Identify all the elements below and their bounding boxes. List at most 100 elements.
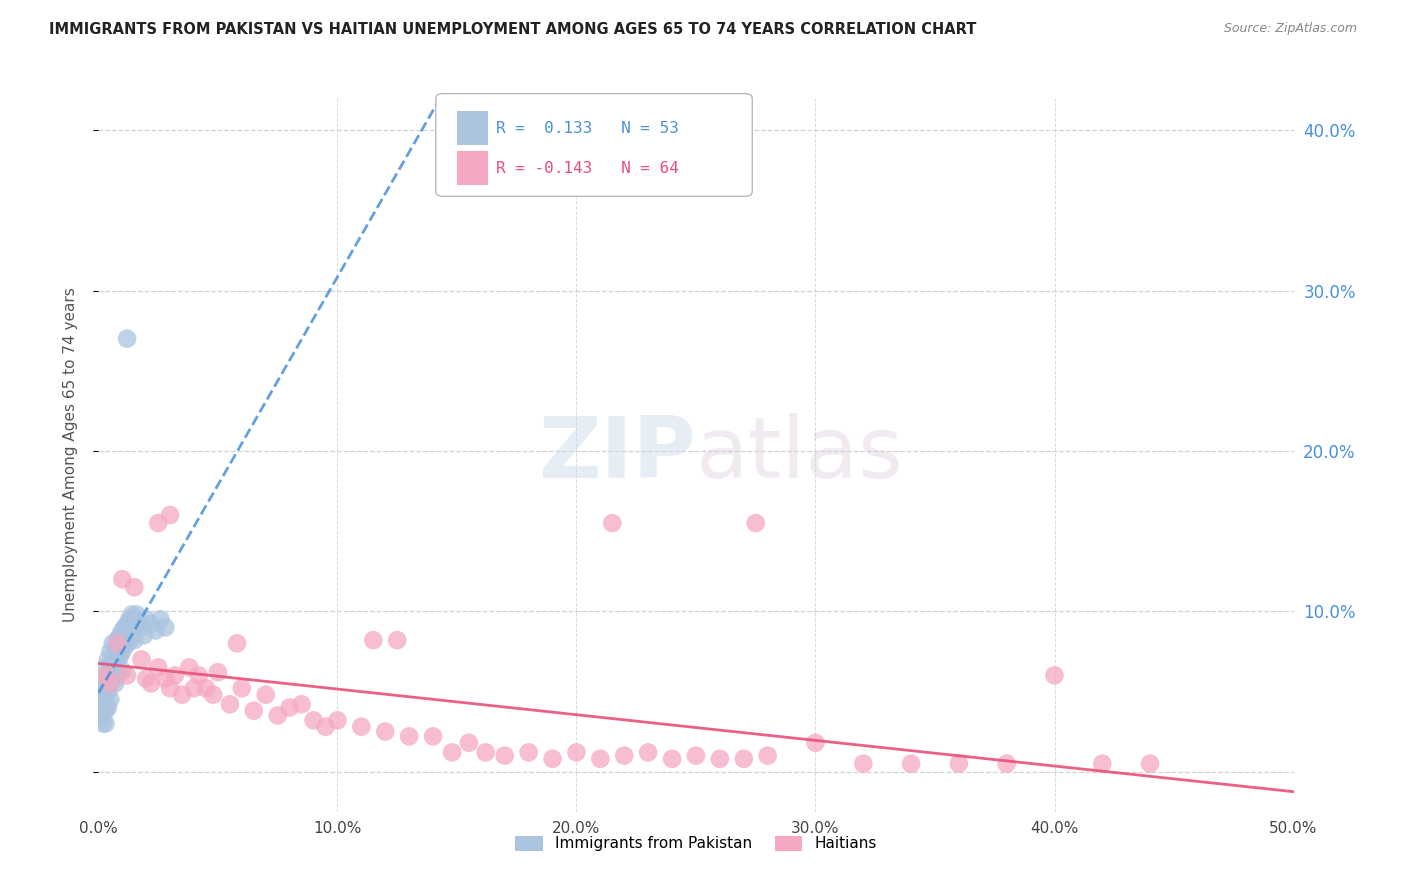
Point bbox=[494, 748, 516, 763]
Point bbox=[302, 714, 325, 728]
Point bbox=[114, 620, 136, 634]
Point bbox=[148, 660, 170, 674]
Point bbox=[422, 730, 444, 744]
Point bbox=[101, 636, 124, 650]
Point bbox=[202, 688, 225, 702]
Point bbox=[107, 668, 129, 682]
Point bbox=[94, 676, 117, 690]
Point bbox=[111, 644, 134, 658]
Point bbox=[97, 652, 120, 666]
Point bbox=[155, 672, 177, 686]
Point bbox=[121, 607, 143, 622]
Point bbox=[91, 688, 114, 702]
Y-axis label: Unemployment Among Ages 65 to 74 years: Unemployment Among Ages 65 to 74 years bbox=[63, 287, 77, 623]
Point bbox=[118, 612, 141, 626]
Point bbox=[187, 668, 209, 682]
Point bbox=[172, 688, 194, 702]
Point bbox=[602, 516, 624, 530]
Point bbox=[374, 724, 396, 739]
Point bbox=[745, 516, 768, 530]
Point bbox=[135, 612, 157, 626]
Point bbox=[101, 672, 124, 686]
Text: R = -0.143   N = 64: R = -0.143 N = 64 bbox=[496, 161, 679, 176]
Point bbox=[97, 684, 120, 698]
Point bbox=[94, 668, 117, 682]
Point bbox=[139, 676, 162, 690]
Point bbox=[94, 692, 117, 706]
Point bbox=[541, 752, 564, 766]
Point bbox=[128, 617, 150, 632]
Point bbox=[458, 736, 481, 750]
Point bbox=[139, 617, 162, 632]
Point bbox=[517, 745, 540, 759]
Point bbox=[207, 665, 229, 680]
Point bbox=[115, 668, 138, 682]
Point bbox=[98, 644, 122, 658]
Point bbox=[613, 748, 636, 763]
Point bbox=[148, 516, 170, 530]
Point bbox=[107, 633, 129, 648]
Point bbox=[733, 752, 755, 766]
Point bbox=[852, 756, 875, 771]
Point bbox=[97, 668, 120, 682]
Point bbox=[385, 633, 409, 648]
Point bbox=[756, 748, 779, 763]
Point bbox=[90, 684, 112, 698]
Point bbox=[350, 720, 373, 734]
Point bbox=[243, 704, 266, 718]
Point bbox=[98, 660, 122, 674]
Point bbox=[995, 756, 1018, 771]
Point bbox=[267, 708, 290, 723]
Legend: Immigrants from Pakistan, Haitians: Immigrants from Pakistan, Haitians bbox=[509, 830, 883, 857]
Point bbox=[637, 745, 659, 759]
Point bbox=[94, 704, 117, 718]
Point bbox=[589, 752, 612, 766]
Point bbox=[804, 736, 827, 750]
Point bbox=[124, 580, 146, 594]
Point bbox=[326, 714, 349, 728]
Point bbox=[91, 704, 114, 718]
Point bbox=[163, 668, 186, 682]
Point bbox=[159, 681, 181, 696]
Point bbox=[1043, 668, 1066, 682]
Point bbox=[108, 649, 131, 664]
Point bbox=[315, 720, 337, 734]
Point bbox=[115, 617, 138, 632]
Point bbox=[363, 633, 385, 648]
Point bbox=[108, 628, 131, 642]
Point bbox=[111, 624, 134, 638]
Text: Source: ZipAtlas.com: Source: ZipAtlas.com bbox=[1223, 22, 1357, 36]
Point bbox=[104, 644, 127, 658]
Point bbox=[1091, 756, 1114, 771]
Point bbox=[124, 633, 146, 648]
Point bbox=[115, 636, 138, 650]
Point bbox=[98, 676, 122, 690]
Text: ZIP: ZIP bbox=[538, 413, 696, 497]
Point bbox=[98, 676, 122, 690]
Point bbox=[91, 716, 114, 731]
Point bbox=[226, 636, 249, 650]
Point bbox=[98, 692, 122, 706]
Point bbox=[709, 752, 731, 766]
Point bbox=[135, 672, 157, 686]
Point bbox=[94, 660, 117, 674]
Point bbox=[101, 656, 124, 670]
Point bbox=[124, 612, 146, 626]
Point bbox=[104, 660, 127, 674]
Point bbox=[131, 652, 153, 666]
Point bbox=[219, 698, 242, 712]
Point bbox=[114, 640, 136, 654]
Point bbox=[111, 664, 134, 678]
Point bbox=[231, 681, 253, 696]
Point bbox=[107, 652, 129, 666]
Point bbox=[900, 756, 922, 771]
Point bbox=[159, 508, 181, 522]
Point bbox=[685, 748, 707, 763]
Point bbox=[1139, 756, 1161, 771]
Point bbox=[183, 681, 205, 696]
Point bbox=[115, 332, 138, 346]
Point bbox=[132, 628, 155, 642]
Text: atlas: atlas bbox=[696, 413, 904, 497]
Point bbox=[441, 745, 464, 759]
Point bbox=[398, 730, 420, 744]
